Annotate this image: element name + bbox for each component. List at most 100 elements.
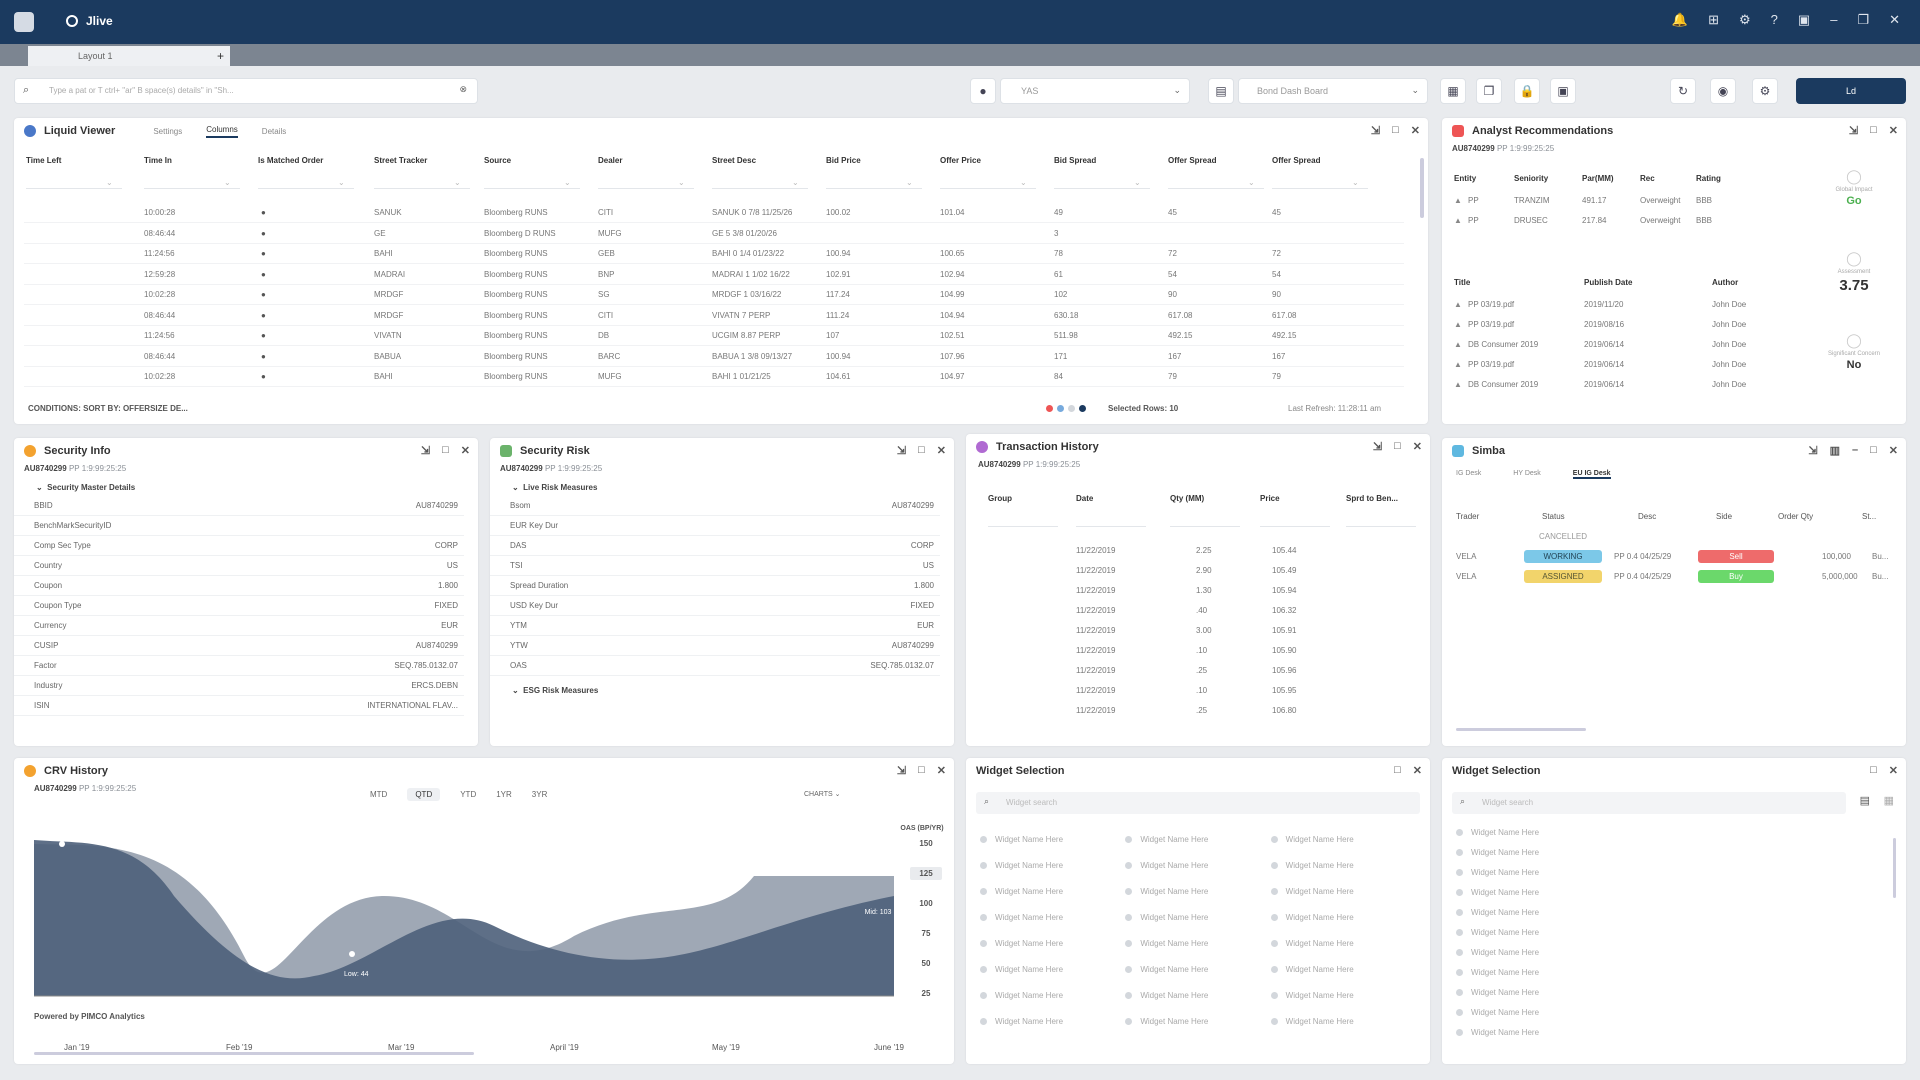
table-cell[interactable]: PP 03/19.pdf — [1468, 300, 1515, 309]
widget-item[interactable]: Widget Name Here — [1125, 1008, 1270, 1034]
column-header[interactable]: Price — [1260, 494, 1280, 503]
close-icon[interactable]: ✕ — [1412, 441, 1422, 453]
document-icon[interactable]: ▲ — [1454, 320, 1462, 329]
matched-order-icon[interactable]: ● — [261, 290, 266, 299]
charts-dropdown[interactable]: CHARTS ⌄ — [804, 791, 841, 798]
widget-item[interactable]: Widget Name Here — [1456, 962, 1892, 982]
global-search[interactable]: ⌕ Type a pat or T ctrl+ "ar" B space(s) … — [14, 78, 478, 104]
minimize-icon[interactable]: – — [1852, 444, 1859, 456]
tab-details[interactable]: Details — [261, 126, 287, 136]
column-header[interactable]: St... — [1862, 512, 1877, 521]
widget-item[interactable]: Widget Name Here — [1125, 878, 1270, 904]
filter-icon[interactable]: ▥ — [1829, 445, 1840, 457]
maximize-icon[interactable]: □ — [1870, 444, 1877, 456]
widget-item[interactable]: Widget Name Here — [1456, 942, 1892, 962]
list-view-icon[interactable]: ▤ — [1859, 795, 1870, 807]
close-icon[interactable]: ✕ — [1888, 445, 1898, 457]
document-icon[interactable]: ▲ — [1454, 300, 1462, 309]
widget-item[interactable]: Widget Name Here — [1456, 902, 1892, 922]
column-header[interactable]: Group — [988, 494, 1012, 503]
widget-item[interactable]: Widget Name Here — [980, 1008, 1125, 1034]
close-icon[interactable]: ✕ — [936, 445, 946, 457]
widget-item[interactable]: Widget Name Here — [980, 982, 1125, 1008]
bell-icon[interactable]: 🔔 — [1671, 12, 1689, 27]
widget-item[interactable]: Widget Name Here — [980, 904, 1125, 930]
maximize-icon[interactable]: □ — [1870, 124, 1877, 136]
column-filter[interactable]: ⌄ — [1248, 178, 1255, 187]
save-file-icon[interactable]: ▣ — [1550, 78, 1576, 104]
column-header[interactable]: Status — [1542, 512, 1565, 521]
widget-item[interactable]: Widget Name Here — [1456, 982, 1892, 1002]
column-header[interactable]: Rec — [1640, 174, 1655, 183]
widget-item[interactable]: Widget Name Here — [1270, 852, 1416, 878]
copy-icon[interactable]: ❐ — [1476, 78, 1502, 104]
column-header[interactable]: Par(MM) — [1582, 174, 1614, 183]
widget-item[interactable]: Widget Name Here — [1270, 956, 1416, 982]
widget-search[interactable]: ⌕ Widget search — [1452, 792, 1846, 814]
widget-item[interactable]: Widget Name Here — [1456, 822, 1892, 842]
tab-settings[interactable]: Settings — [153, 126, 183, 136]
horizontal-scrollbar[interactable] — [1456, 728, 1586, 731]
scrollbar[interactable] — [1420, 158, 1424, 218]
column-header[interactable]: Bid Spread — [1054, 156, 1097, 165]
clear-icon[interactable]: ⊗ — [459, 84, 467, 94]
widget-item[interactable]: Widget Name Here — [1456, 842, 1892, 862]
column-header[interactable]: Desc — [1638, 512, 1657, 521]
widget-item[interactable]: Widget Name Here — [1456, 882, 1892, 902]
close-icon[interactable]: ✕ — [936, 765, 946, 777]
minimize-icon[interactable]: – — [1830, 12, 1838, 27]
bulb-icon[interactable]: ◉ — [1710, 78, 1736, 104]
help-icon[interactable]: ? — [1770, 12, 1778, 27]
column-header[interactable]: Order Qty — [1778, 512, 1814, 521]
column-header[interactable]: Side — [1716, 512, 1733, 521]
widget-item[interactable]: Widget Name Here — [1125, 982, 1270, 1008]
matched-order-icon[interactable]: ● — [261, 351, 266, 361]
matched-order-icon[interactable]: ● — [261, 310, 266, 320]
table-cell[interactable]: PP 03/19.pdf — [1468, 360, 1515, 369]
matched-order-icon[interactable]: ● — [261, 249, 266, 258]
column-header[interactable]: Time Left — [26, 156, 62, 165]
maximize-icon[interactable]: □ — [1870, 764, 1877, 776]
widget-item[interactable]: Widget Name Here — [1125, 826, 1270, 852]
grid-icon[interactable]: ⊞ — [1708, 12, 1720, 27]
widget-item[interactable]: Widget Name Here — [1270, 1008, 1416, 1034]
widget-item[interactable]: Widget Name Here — [1270, 826, 1416, 852]
board-icon[interactable]: ▤ — [1208, 78, 1234, 104]
add-tab-icon[interactable]: + — [216, 49, 224, 63]
maximize-icon[interactable]: □ — [918, 444, 925, 456]
column-header[interactable]: Offer Spread — [1272, 156, 1321, 165]
widget-item[interactable]: Widget Name Here — [1456, 922, 1892, 942]
widget-item[interactable]: Widget Name Here — [1270, 982, 1416, 1008]
close-icon[interactable]: ✕ — [1888, 125, 1898, 137]
range-3yr[interactable]: 3YR — [531, 790, 548, 799]
maximize-icon[interactable]: □ — [1394, 440, 1401, 452]
pin-icon[interactable]: ⇲ — [420, 445, 431, 457]
board-select[interactable]: Bond Dash Board ⌄ — [1238, 78, 1428, 104]
column-header[interactable]: Rating — [1696, 174, 1721, 183]
widget-item[interactable]: Widget Name Here — [980, 826, 1125, 852]
column-header[interactable]: Source — [484, 156, 512, 165]
maximize-icon[interactable]: □ — [1394, 764, 1401, 776]
settings-icon[interactable]: ⚙ — [1752, 78, 1778, 104]
column-header[interactable]: Dealer — [598, 156, 623, 165]
column-filter[interactable]: ⌄ — [224, 178, 231, 187]
widget-item[interactable]: Widget Name Here — [1125, 904, 1270, 930]
widget-item[interactable]: Widget Name Here — [1456, 1002, 1892, 1022]
widget-item[interactable]: Widget Name Here — [980, 852, 1125, 878]
matched-order-icon[interactable]: ● — [261, 208, 266, 217]
widget-search-input[interactable]: Widget search — [1482, 798, 1534, 807]
document-icon[interactable]: ▲ — [1454, 380, 1462, 389]
refresh-icon[interactable]: ↻ — [1670, 78, 1696, 104]
widget-item[interactable]: Widget Name Here — [1125, 930, 1270, 956]
tab-layout-1[interactable]: Layout 1 + — [28, 46, 230, 66]
grid-view-icon[interactable]: ▦ — [1440, 78, 1466, 104]
column-filter[interactable]: ⌄ — [906, 178, 913, 187]
scrollbar[interactable] — [1893, 838, 1896, 898]
column-header[interactable]: Date — [1076, 494, 1094, 503]
column-filter[interactable]: ⌄ — [454, 178, 461, 187]
column-header[interactable]: Sprd to Ben... — [1346, 494, 1398, 503]
pin-icon[interactable]: ⇲ — [896, 445, 907, 457]
column-header[interactable]: Time In — [144, 156, 172, 165]
range-qtd[interactable]: QTD — [407, 788, 441, 801]
widget-item[interactable]: Widget Name Here — [980, 956, 1125, 982]
